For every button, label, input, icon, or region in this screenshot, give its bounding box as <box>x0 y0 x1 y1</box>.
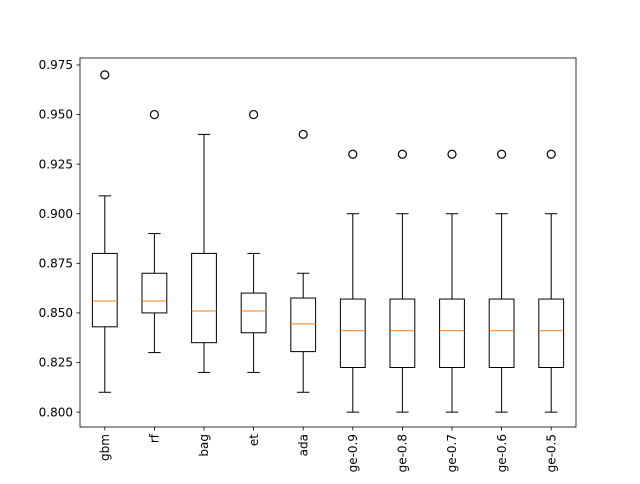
box-ge-0.5 <box>538 149 565 413</box>
iqr-box <box>290 297 317 353</box>
x-tick-label: et <box>247 434 261 446</box>
y-tick-label: 0.925 <box>39 157 73 171</box>
outlier-point <box>497 149 507 159</box>
y-tick-label: 0.975 <box>39 58 73 72</box>
box-rf <box>141 109 168 354</box>
outlier-point <box>397 149 407 159</box>
iqr-box <box>191 252 217 344</box>
plot-area: 0.800 0.825 0.850 0.875 0.900 0.925 0.950 0.975… <box>39 57 577 472</box>
iqr-box <box>488 298 515 368</box>
x-tick-label: ge-0.6 <box>495 434 509 472</box>
y-tick-label: 0.875 <box>39 257 73 271</box>
y-tick-label: 0.800 <box>39 405 73 419</box>
x-tick-label: ge-0.9 <box>346 434 360 472</box>
iqr-box <box>240 292 267 334</box>
outlier-point <box>149 109 159 120</box>
box-ada <box>290 129 317 393</box>
y-tick-label: 0.850 <box>39 306 73 320</box>
y-tick-label: 0.950 <box>39 108 73 122</box>
x-tick-label: bag <box>197 434 211 457</box>
outlier-point <box>546 149 556 159</box>
iqr-box <box>91 252 118 328</box>
iqr-box <box>141 272 168 314</box>
iqr-box <box>389 298 416 368</box>
x-tick-label: ge-0.7 <box>445 434 459 472</box>
x-tick-label: ge-0.8 <box>396 434 410 472</box>
outlier-point <box>447 149 457 159</box>
box-ge-0.6 <box>488 149 515 413</box>
x-tick-label: gbm <box>98 434 112 461</box>
x-tick-label: rf <box>148 433 162 443</box>
iqr-box <box>339 298 366 368</box>
y-tick-label: 0.900 <box>39 207 73 221</box>
outlier-point <box>249 109 259 120</box>
box-ge-0.8 <box>389 149 416 413</box>
box-et <box>240 109 267 373</box>
box-ge-0.7 <box>439 149 465 413</box>
box-ge-0.9 <box>339 149 366 413</box>
axes-frame <box>79 57 577 428</box>
y-tick-label: 0.825 <box>39 356 73 370</box>
x-tick-label: ge-0.5 <box>544 434 558 472</box>
iqr-box <box>538 298 565 368</box>
box-bag <box>191 133 217 373</box>
outlier-point <box>100 70 110 80</box>
outlier-point <box>348 149 358 159</box>
x-tick-label: ada <box>296 434 310 456</box>
iqr-box <box>439 298 465 368</box>
outlier-point <box>298 129 308 139</box>
box-gbm <box>91 70 118 393</box>
